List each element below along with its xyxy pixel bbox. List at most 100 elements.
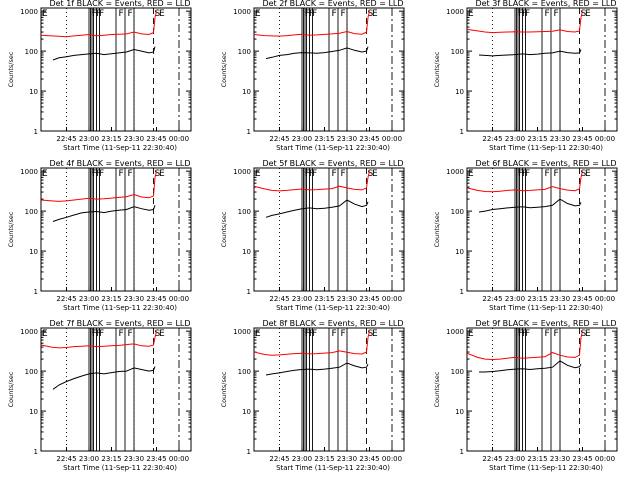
- y-axis-label: Counts/sec: [433, 51, 441, 87]
- x-axis-label: Start Time (11-Sep-11 22:30:40): [63, 144, 177, 152]
- lld-series-line: [40, 331, 157, 349]
- x-tick-label: 23:15: [527, 135, 547, 143]
- x-tick-label: 22:45: [482, 135, 502, 143]
- x-tick-label: 23:30: [550, 135, 570, 143]
- y-tick-label: 100: [238, 208, 251, 216]
- y-tick-label: 1000: [233, 8, 251, 16]
- x-axis-label: Start Time (11-Sep-11 22:30:40): [276, 304, 390, 312]
- x-tick-label: 23:15: [527, 295, 547, 303]
- x-tick-label: 23:30: [337, 135, 357, 143]
- flag-letter: F: [99, 329, 104, 339]
- detector-panel-2: Det 2f BLACK = Events, RED = LLD 1 10 100 10…: [220, 0, 405, 152]
- y-axis-label: Counts/sec: [7, 211, 15, 247]
- y-tick-label: 1: [34, 448, 38, 456]
- y-tick-label: 10: [242, 248, 251, 256]
- x-axis-label: Start Time (11-Sep-11 22:30:40): [489, 464, 603, 472]
- flag-letter: F: [128, 329, 133, 339]
- flag-letter: E: [159, 329, 165, 339]
- lld-series-line: [40, 11, 157, 38]
- y-axis-label: Counts/sec: [7, 51, 15, 87]
- flag-letter: E: [159, 169, 165, 179]
- x-tick-label: 23:15: [314, 295, 334, 303]
- y-tick-label: 10: [242, 408, 251, 416]
- y-tick-label: 1: [460, 128, 464, 136]
- detector-panel-8: Det 8f BLACK = Events, RED = LLD 1 10 100 10…: [220, 319, 405, 472]
- x-axis-label: Start Time (11-Sep-11 22:30:40): [63, 304, 177, 312]
- flag-letter: F: [525, 329, 530, 339]
- x-tick-label: 00:00: [169, 455, 189, 463]
- detector-panel-4: Det 4f BLACK = Events, RED = LLD 1 10 100 10…: [7, 159, 192, 312]
- y-tick-label: 1: [247, 128, 251, 136]
- y-axis-label: Counts/sec: [220, 51, 228, 87]
- y-tick-label: 1000: [20, 8, 38, 16]
- flag-letter: F: [92, 169, 97, 179]
- flag-letter: F: [545, 169, 550, 179]
- x-tick-label: 22:45: [482, 455, 502, 463]
- flag-letter: F: [517, 329, 522, 339]
- x-tick-label: 23:15: [101, 135, 121, 143]
- panel-title: Det 6f BLACK = Events, RED = LLD: [475, 159, 616, 168]
- x-axis-label: Start Time (11-Sep-11 22:30:40): [489, 144, 603, 152]
- x-tick-label: 23:00: [505, 295, 525, 303]
- x-tick-label: 22:45: [269, 135, 289, 143]
- flag-letter: F: [128, 9, 133, 19]
- flag-letter: F: [96, 9, 101, 19]
- flag-letter: F: [525, 9, 530, 19]
- x-tick-label: 00:00: [382, 295, 402, 303]
- x-tick-label: 00:00: [382, 455, 402, 463]
- x-tick-label: 23:15: [101, 455, 121, 463]
- x-tick-label: 23:45: [146, 135, 166, 143]
- flag-letter: F: [92, 9, 97, 19]
- flag-letter: E: [372, 329, 378, 339]
- panel-title: Det 7f BLACK = Events, RED = LLD: [49, 319, 190, 328]
- y-tick-label: 1: [460, 288, 464, 296]
- y-tick-label: 100: [25, 368, 38, 376]
- y-tick-label: 10: [455, 88, 464, 96]
- x-tick-label: 22:45: [56, 135, 76, 143]
- y-tick-label: 1: [34, 128, 38, 136]
- flag-letter: S: [581, 169, 587, 179]
- panel-title: Det 4f BLACK = Events, RED = LLD: [49, 159, 190, 168]
- flag-letter: F: [312, 9, 317, 19]
- flag-letter: E: [372, 169, 378, 179]
- x-tick-label: 23:30: [124, 295, 144, 303]
- flag-letter: F: [332, 329, 337, 339]
- x-tick-label: 23:30: [550, 455, 570, 463]
- x-tick-label: 23:15: [527, 455, 547, 463]
- flag-letter: F: [304, 169, 309, 179]
- x-tick-label: 23:45: [359, 295, 379, 303]
- panel-title: Det 9f BLACK = Events, RED = LLD: [475, 319, 616, 328]
- flag-letter: F: [332, 169, 337, 179]
- flag-letter: E: [468, 329, 474, 339]
- flag-letter: F: [305, 329, 310, 339]
- y-tick-label: 1000: [233, 168, 251, 176]
- x-tick-label: 23:00: [292, 295, 312, 303]
- flag-letter: F: [341, 9, 346, 19]
- detector-panel-1: Det 1f BLACK = Events, RED = LLD 1 10 100 10…: [7, 0, 192, 152]
- x-tick-label: 23:45: [146, 455, 166, 463]
- x-tick-label: 23:00: [505, 135, 525, 143]
- flag-letter: F: [312, 169, 317, 179]
- y-tick-label: 1000: [446, 8, 464, 16]
- y-axis-label: Counts/sec: [433, 211, 441, 247]
- x-tick-label: 23:00: [79, 135, 99, 143]
- y-axis-label: Counts/sec: [7, 371, 15, 407]
- flag-letter: F: [304, 9, 309, 19]
- lld-series-line: [253, 171, 370, 192]
- y-axis-label: Counts/sec: [220, 211, 228, 247]
- flag-letter: F: [554, 169, 559, 179]
- flag-letter: E: [42, 329, 48, 339]
- y-tick-label: 10: [29, 248, 38, 256]
- flag-letter: F: [545, 9, 550, 19]
- x-tick-label: 22:45: [269, 455, 289, 463]
- flag-letter: F: [92, 329, 97, 339]
- x-tick-label: 22:45: [56, 455, 76, 463]
- detector-panel-7: Det 7f BLACK = Events, RED = LLD 1 10 100 10…: [7, 319, 192, 472]
- flag-letter: E: [585, 329, 591, 339]
- flag-letter: F: [522, 169, 527, 179]
- y-axis-label: Counts/sec: [220, 371, 228, 407]
- flag-letter: S: [581, 329, 587, 339]
- flag-letter: E: [255, 329, 261, 339]
- x-axis-label: Start Time (11-Sep-11 22:30:40): [489, 304, 603, 312]
